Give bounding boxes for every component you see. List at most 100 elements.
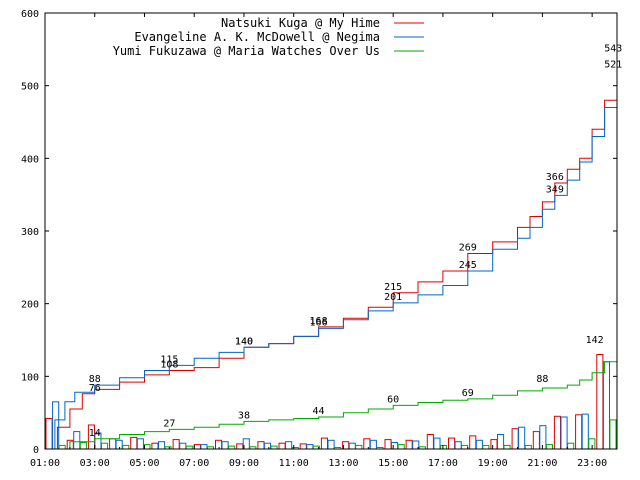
data-label-21: 38 (238, 410, 250, 421)
y-tick-label-4: 400 (21, 154, 39, 165)
bar-1-26 (602, 361, 611, 450)
bar-0-26 (596, 354, 604, 450)
bar-0-15 (363, 438, 371, 450)
x-tick-label-9: 19:00 (478, 458, 508, 469)
bar-1-12 (306, 444, 314, 450)
x-tick-label-5: 11:00 (279, 458, 309, 469)
data-label-13: 108 (160, 360, 178, 371)
data-label-15: 76 (89, 383, 101, 394)
axes: 0 100 200 300 400 500 600 01:00 03:00 05:00 07:00 0… (21, 9, 618, 469)
bar-1-5 (158, 441, 166, 450)
data-label-20: 44 (313, 406, 325, 417)
bar-0-5 (151, 442, 159, 450)
data-label-7: 201 (384, 292, 402, 303)
bar-0-23 (532, 431, 540, 450)
bar-0-21 (490, 439, 498, 450)
bar-0-19 (448, 437, 456, 450)
bar-2-24 (567, 442, 575, 450)
bar-1-19 (454, 441, 462, 450)
bar-1-11 (285, 441, 293, 450)
bar-1-18 (433, 437, 441, 450)
data-label-0: 543 (604, 43, 622, 54)
bar-1-8 (221, 441, 229, 450)
data-label-19: 60 (387, 394, 399, 405)
bar-2-26 (609, 419, 617, 450)
data-label-1: 521 (604, 59, 622, 70)
bar-1-16 (391, 442, 399, 450)
cumulative-lines (45, 54, 618, 450)
data-label-17: 88 (536, 374, 548, 385)
legend-label-1: Evangeline A. K. McDowell @ Negima (134, 30, 380, 44)
data-label-2: 366 (546, 172, 564, 183)
bar-0-12 (299, 443, 307, 450)
bar-1-1 (73, 431, 81, 450)
data-label-4: 269 (459, 243, 477, 254)
bar-0-17 (405, 439, 413, 450)
data-label-22: 27 (163, 418, 175, 429)
data-label-11: 140 (235, 336, 253, 347)
bar-1-21 (497, 434, 505, 450)
data-label-14: 88 (89, 374, 101, 385)
bar-0-18 (426, 434, 434, 450)
bar-1-20 (475, 439, 483, 450)
y-tick-label-1: 100 (21, 372, 39, 383)
bar-2-1 (79, 442, 87, 450)
bar-0-20 (469, 435, 477, 450)
data-labels: 5435213663492692452152011661681401401151… (89, 43, 623, 438)
bar-1-6 (179, 442, 187, 450)
x-tick-label-0: 01:00 (30, 458, 60, 469)
bar-0-22 (511, 428, 519, 450)
y-tick-label-2: 200 (21, 300, 39, 311)
bar-0-8 (215, 439, 223, 450)
bar-0-24 (553, 415, 562, 450)
y-tick-label-5: 500 (21, 82, 39, 93)
bar-2-21 (503, 444, 511, 450)
y-tick-label-6: 600 (21, 9, 39, 20)
data-label-5: 245 (459, 260, 477, 271)
data-label-3: 349 (546, 184, 564, 195)
bar-0-7 (193, 444, 201, 450)
bar-0-11 (278, 442, 286, 450)
bar-2-18 (440, 444, 448, 450)
series-line-0 (45, 54, 618, 450)
data-label-18: 69 (462, 388, 474, 399)
bar-1-4 (136, 438, 144, 450)
bar-0-10 (257, 441, 265, 450)
bar-0-25 (575, 414, 583, 450)
bar-1-7 (200, 444, 208, 450)
bar-0-4 (130, 436, 138, 450)
data-label-8: 166 (310, 317, 328, 328)
data-label-16: 142 (586, 335, 604, 346)
legend-label-2: Yumi Fukuzawa @ Maria Watches Over Us (113, 44, 380, 58)
bar-0-0 (45, 418, 53, 450)
bar-1-15 (369, 439, 377, 450)
series-line-1 (45, 70, 618, 450)
bar-2-3 (122, 444, 130, 450)
bar-2-20 (482, 444, 490, 450)
bar-0-9 (236, 443, 244, 450)
bar-2-22 (524, 444, 532, 450)
bar-0-3 (109, 438, 117, 450)
bar-1-25 (581, 413, 589, 450)
bar-2-19 (461, 444, 469, 450)
bar-0-13 (320, 437, 328, 450)
x-tick-label-1: 03:00 (80, 458, 110, 469)
bar-2-23 (545, 444, 554, 450)
bar-2-14 (355, 444, 363, 450)
data-label-10: 140 (235, 336, 253, 347)
x-tick-label-2: 05:00 (129, 458, 159, 469)
series-line-2 (45, 345, 618, 450)
data-label-23: 14 (89, 428, 101, 439)
bar-1-10 (263, 442, 271, 450)
bar-2-0 (58, 444, 66, 450)
bar-0-6 (172, 439, 180, 450)
bar-1-22 (518, 426, 526, 450)
bar-2-2 (101, 442, 109, 450)
legend-label-0: Natsuki Kuga @ My Hime (221, 16, 380, 30)
x-tick-label-11: 23:00 (577, 458, 607, 469)
bar-2-16 (397, 444, 405, 450)
data-label-6: 215 (384, 282, 402, 293)
y-tick-label-3: 300 (21, 227, 39, 238)
